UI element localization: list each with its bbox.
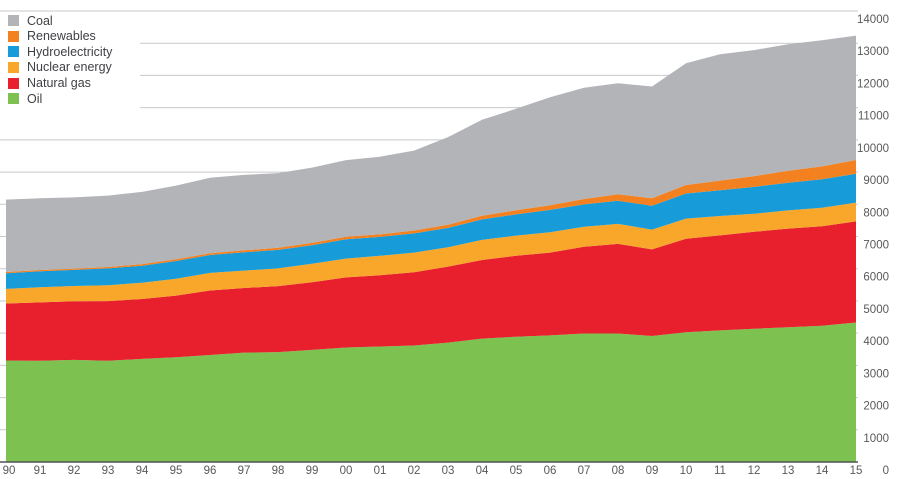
series-area-oil xyxy=(6,322,856,462)
x-tick-label-12: 12 xyxy=(748,465,761,477)
y-tick-label-11000: 11000 xyxy=(858,111,889,123)
x-tick-label-05: 05 xyxy=(510,465,523,477)
y-tick-label-0: 0 xyxy=(883,465,889,477)
legend-label-nuclear: Nuclear energy xyxy=(27,60,112,75)
series-area-gas xyxy=(6,221,856,361)
x-tick-label-04: 04 xyxy=(476,465,489,477)
x-tick-label-92: 92 xyxy=(68,465,81,477)
legend-item-coal: Coal xyxy=(8,13,140,29)
series-area-coal xyxy=(6,35,856,272)
x-tick-label-02: 02 xyxy=(408,465,421,477)
y-tick-label-9000: 9000 xyxy=(863,175,889,187)
x-tick-label-94: 94 xyxy=(136,465,149,477)
x-tick-label-13: 13 xyxy=(782,465,795,477)
legend-item-hydro: Hydroelectricity xyxy=(8,44,140,60)
x-tick-label-96: 96 xyxy=(204,465,217,477)
x-tick-label-95: 95 xyxy=(170,465,183,477)
x-tick-label-09: 09 xyxy=(646,465,659,477)
x-tick-label-14: 14 xyxy=(816,465,829,477)
x-tick-label-01: 01 xyxy=(374,465,387,477)
y-tick-label-1000: 1000 xyxy=(863,433,889,445)
x-tick-label-99: 99 xyxy=(306,465,319,477)
x-tick-label-93: 93 xyxy=(102,465,115,477)
x-tick-label-00: 00 xyxy=(340,465,353,477)
y-tick-label-10000: 10000 xyxy=(857,143,889,155)
y-tick-label-5000: 5000 xyxy=(863,304,889,316)
legend-label-coal: Coal xyxy=(27,13,53,28)
y-tick-label-8000: 8000 xyxy=(863,207,889,219)
x-tick-label-07: 07 xyxy=(578,465,591,477)
x-tick-label-11: 11 xyxy=(714,465,726,477)
x-tick-label-06: 06 xyxy=(544,465,557,477)
x-tick-label-97: 97 xyxy=(238,465,251,477)
legend-item-oil: Oil xyxy=(8,91,140,107)
y-tick-label-7000: 7000 xyxy=(863,240,889,252)
y-tick-label-2000: 2000 xyxy=(863,401,889,413)
x-tick-label-91: 91 xyxy=(34,465,47,477)
legend-item-gas: Natural gas xyxy=(8,75,140,91)
x-tick-label-98: 98 xyxy=(272,465,285,477)
legend-label-renewables: Renewables xyxy=(27,29,96,44)
y-tick-label-6000: 6000 xyxy=(863,272,889,284)
y-tick-label-14000: 14000 xyxy=(857,14,889,26)
x-tick-label-15: 15 xyxy=(850,465,863,477)
y-tick-label-12000: 12000 xyxy=(857,78,889,90)
legend-item-renewables: Renewables xyxy=(8,29,140,45)
legend-swatch-renewables xyxy=(8,30,19,42)
legend-swatch-coal xyxy=(8,15,19,27)
legend-label-hydro: Hydroelectricity xyxy=(27,44,113,59)
x-tick-label-90: 90 xyxy=(3,465,16,477)
legend: Coal Renewables Hydroelectricity Nuclear en… xyxy=(0,12,140,111)
y-axis-labels: 1400013000120001100010000900080007000600… xyxy=(857,14,889,477)
y-tick-label-4000: 4000 xyxy=(863,336,889,348)
x-tick-label-03: 03 xyxy=(442,465,455,477)
legend-swatch-oil xyxy=(8,93,19,105)
legend-swatch-gas xyxy=(8,77,19,89)
legend-swatch-nuclear xyxy=(8,62,19,74)
series-area-nuclear xyxy=(6,202,856,304)
y-tick-label-3000: 3000 xyxy=(863,368,889,380)
y-tick-label-13000: 13000 xyxy=(857,46,889,58)
legend-item-nuclear: Nuclear energy xyxy=(8,60,140,76)
legend-label-oil: Oil xyxy=(27,91,43,106)
x-axis-labels: 90 91 92 93 94 95 96 97 98 99 00 01 02 03 04 05 06 07 08 09… xyxy=(3,465,863,477)
x-tick-label-08: 08 xyxy=(612,465,625,477)
legend-label-gas: Natural gas xyxy=(27,75,91,90)
x-tick-label-10: 10 xyxy=(680,465,693,477)
legend-swatch-hydro xyxy=(8,46,19,58)
series-area-hydro xyxy=(6,173,856,289)
